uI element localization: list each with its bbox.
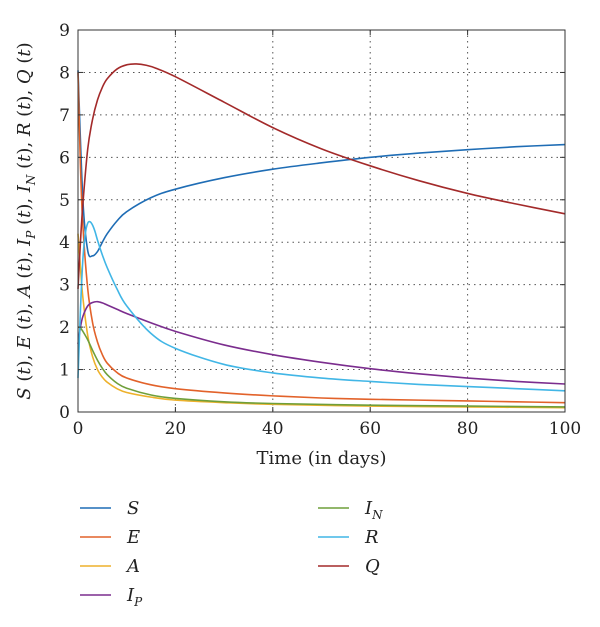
plot-frame	[77, 29, 566, 413]
y-tick-label: 1	[59, 361, 70, 381]
x-tick-label: 0	[73, 419, 84, 439]
legend: SEA IP IN RQ	[80, 498, 383, 609]
series-line-ip	[77, 300, 566, 385]
legend-label-ip: IP	[126, 585, 143, 609]
y-tick-label: 3	[59, 276, 70, 296]
x-tick-label: 80	[457, 419, 479, 439]
legend-label-a: A	[125, 556, 140, 577]
y-tick-label: 0	[59, 403, 70, 423]
legend-label-in: IN	[364, 498, 383, 522]
y-axis-label: S (t), E (t), A (t), IP (t), IN (t), R (…	[14, 42, 38, 399]
y-tick-label: 2	[59, 318, 70, 338]
series-lines	[77, 63, 566, 409]
grid-lines	[78, 30, 565, 412]
x-tick-label: 40	[262, 419, 284, 439]
x-tick-label: 20	[165, 419, 187, 439]
y-tick-label: 7	[59, 106, 70, 126]
legend-label-e: E	[126, 527, 140, 548]
x-axis-label: Time (in days)	[257, 448, 387, 469]
series-line-a	[77, 233, 566, 409]
x-tick-label: 60	[359, 419, 381, 439]
legend-label-r: R	[364, 527, 379, 548]
series-line-r	[77, 220, 566, 392]
series-line-q	[77, 63, 566, 289]
y-tick-label: 4	[59, 233, 70, 253]
y-tick-label: 9	[59, 21, 70, 41]
legend-label-q: Q	[365, 556, 380, 577]
y-tick-label: 6	[59, 148, 70, 168]
y-tick-label: 5	[59, 191, 70, 211]
series-line-e	[77, 72, 566, 404]
series-line-in	[77, 326, 566, 408]
y-tick-label: 8	[59, 63, 70, 83]
x-tick-label: 100	[549, 419, 581, 439]
axis-ticks: 0 20 40 60 80 100 0 1 2 3 4 5 6 7 8 9	[59, 21, 581, 439]
series-line-s	[77, 70, 566, 258]
legend-label-s: S	[127, 498, 139, 519]
